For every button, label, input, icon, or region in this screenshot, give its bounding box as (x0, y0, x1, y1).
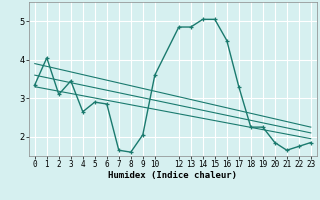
X-axis label: Humidex (Indice chaleur): Humidex (Indice chaleur) (108, 171, 237, 180)
